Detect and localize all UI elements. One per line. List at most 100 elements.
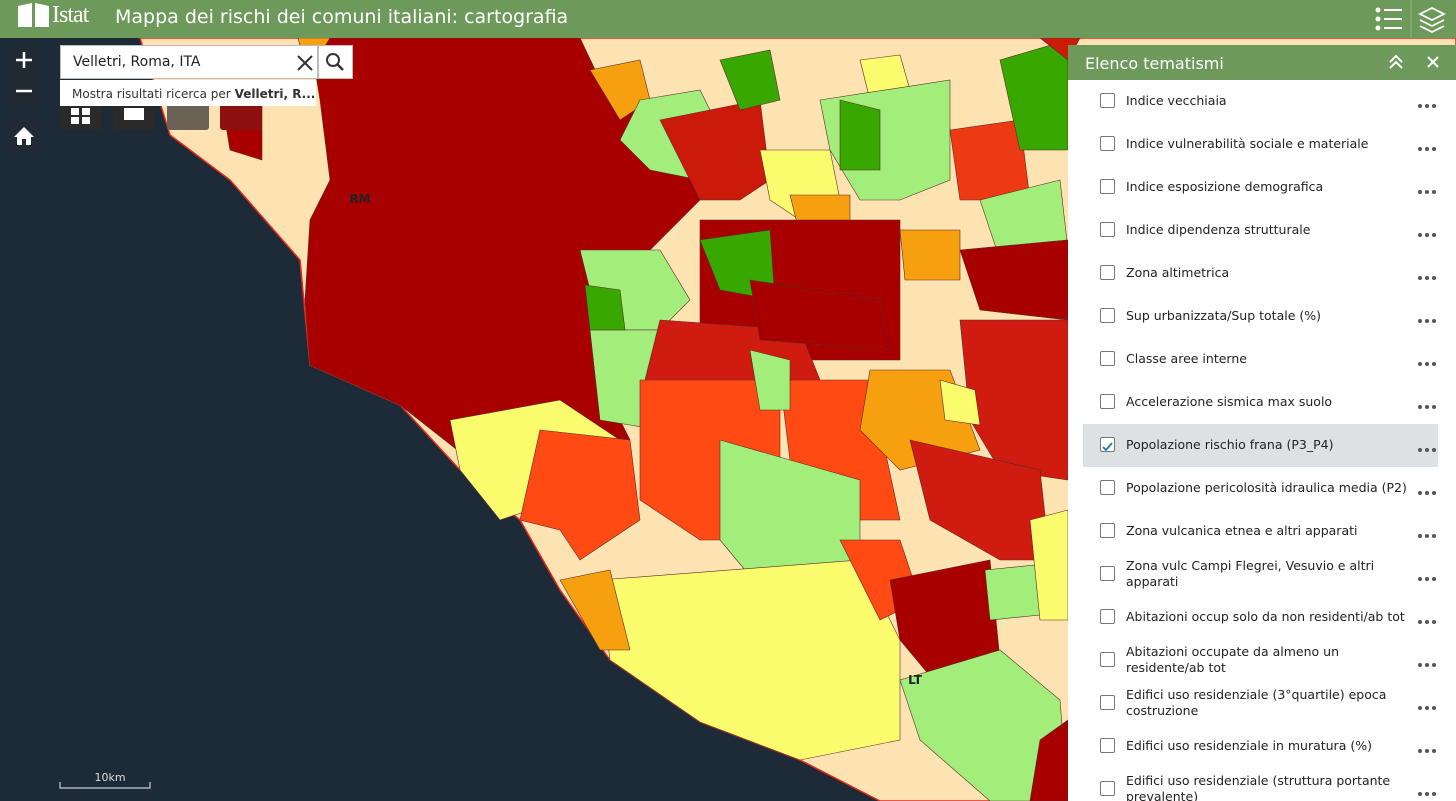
- list-button[interactable]: [1375, 7, 1403, 31]
- more-button[interactable]: [1417, 188, 1439, 196]
- more-button[interactable]: [1417, 317, 1439, 325]
- municipality[interactable]: [1029, 719, 1069, 801]
- close-button[interactable]: [1427, 56, 1439, 68]
- app-header: Istat Mappa dei rischi dei comuni italia…: [0, 0, 1456, 38]
- layer-label: Indice dipendenza strutturale: [1126, 222, 1311, 237]
- layer-item[interactable]: Accelerazione sismica max suolo: [1083, 381, 1438, 424]
- layer-item[interactable]: Zona vulcanica etnea e altri apparati: [1083, 510, 1438, 553]
- layer-label: Edifici uso residenziale in muratura (%): [1126, 738, 1372, 753]
- checkbox[interactable]: [1100, 307, 1115, 323]
- more-button[interactable]: [1417, 575, 1439, 583]
- more-button[interactable]: [1417, 145, 1439, 153]
- more-button[interactable]: [1417, 360, 1439, 368]
- collapse-button[interactable]: [1389, 54, 1403, 69]
- municipality[interactable]: [909, 439, 1051, 561]
- layer-item[interactable]: Zona vulc Campi Flegrei, Vesuvio e altri…: [1083, 553, 1438, 596]
- panel-header: Elenco tematismi: [1068, 45, 1456, 80]
- checkbox[interactable]: [1100, 178, 1115, 194]
- clear-button[interactable]: [295, 53, 315, 73]
- search-icon: [326, 53, 344, 71]
- layer-label: Accelerazione sismica max suolo: [1126, 394, 1333, 409]
- header-tools: [1375, 0, 1447, 38]
- checkbox[interactable]: [1100, 737, 1115, 753]
- municipality[interactable]: [599, 559, 901, 761]
- checkbox[interactable]: [1100, 436, 1115, 452]
- layers-button[interactable]: [1417, 6, 1447, 34]
- layer-label: Zona vulcanica etnea e altri apparati: [1126, 523, 1358, 538]
- municipality[interactable]: [719, 49, 781, 111]
- layer-item[interactable]: Indice vulnerabilità sociale e materiale: [1083, 123, 1438, 166]
- checkbox[interactable]: [1100, 135, 1115, 151]
- more-button[interactable]: [1417, 489, 1439, 497]
- app-title: Mappa dei rischi dei comuni italiani: ca…: [115, 6, 569, 28]
- home-button[interactable]: [8, 120, 40, 152]
- checkbox[interactable]: [1100, 264, 1115, 280]
- layer-item[interactable]: Popolazione rischio frana (P3_P4): [1083, 423, 1439, 467]
- checkbox[interactable]: [1100, 565, 1115, 581]
- checkbox[interactable]: [1100, 92, 1115, 108]
- municipality[interactable]: [939, 379, 981, 426]
- municipality[interactable]: [584, 284, 626, 331]
- layer-label: Popolazione pericolosità idraulica media…: [1126, 480, 1407, 495]
- scale-bar: [59, 782, 151, 789]
- more-button[interactable]: [1417, 747, 1439, 755]
- checkbox[interactable]: [1100, 221, 1115, 237]
- search-query: Velletri, Roma, ITA: [73, 54, 201, 70]
- zoom-controls: [8, 44, 40, 152]
- checkmark: [1102, 441, 1113, 451]
- municipality[interactable]: [749, 349, 791, 411]
- more-button[interactable]: [1417, 704, 1439, 712]
- layer-label: Indice esposizione demografica: [1126, 179, 1324, 194]
- map-label: LT: [908, 673, 923, 687]
- search-suggestion[interactable]: Mostra risultati ricerca per Velletri, R…: [60, 80, 316, 106]
- checkbox[interactable]: [1100, 651, 1115, 667]
- municipality[interactable]: [899, 229, 961, 281]
- checkbox[interactable]: [1100, 393, 1115, 409]
- layer-item[interactable]: Abitazioni occup solo da non residenti/a…: [1083, 596, 1438, 639]
- checkbox[interactable]: [1100, 522, 1115, 538]
- more-button[interactable]: [1417, 274, 1439, 282]
- layer-label: Indice vecchiaia: [1126, 93, 1227, 108]
- layer-item[interactable]: Classe aree interne: [1083, 338, 1438, 381]
- layer-item[interactable]: Popolazione pericolosità idraulica media…: [1083, 467, 1438, 510]
- more-button[interactable]: [1417, 403, 1439, 411]
- layer-item[interactable]: Edifici uso residenziale (3°quartile) ep…: [1083, 682, 1438, 725]
- zoom-in[interactable]: [16, 52, 32, 68]
- layer-item[interactable]: Edifici uso residenziale in muratura (%): [1083, 725, 1438, 768]
- layer-item[interactable]: Indice esposizione demografica: [1083, 166, 1438, 209]
- municipality[interactable]: [559, 569, 631, 651]
- more-button[interactable]: [1417, 661, 1439, 669]
- more-button[interactable]: [1417, 532, 1439, 540]
- layer-item[interactable]: Zona altimetrica: [1083, 252, 1438, 295]
- municipality[interactable]: [899, 649, 1069, 801]
- municipality[interactable]: [839, 99, 881, 171]
- layer-label: Sup urbanizzata/Sup totale (%): [1126, 308, 1322, 323]
- more-button[interactable]: [1417, 102, 1439, 110]
- scale-label: 10km: [94, 771, 125, 784]
- more-button[interactable]: [1417, 618, 1439, 626]
- layer-item[interactable]: Edifici uso residenziale (struttura port…: [1083, 768, 1438, 801]
- municipality[interactable]: [519, 429, 641, 561]
- checkbox[interactable]: [1100, 694, 1115, 710]
- more-button[interactable]: [1417, 790, 1439, 798]
- layer-label: Zona altimetrica: [1126, 265, 1230, 280]
- layer-item[interactable]: Indice vecchiaia: [1083, 80, 1438, 123]
- checkbox[interactable]: [1100, 350, 1115, 366]
- search-button[interactable]: [318, 45, 353, 79]
- search-box[interactable]: Velletri, Roma, ITA: [60, 45, 318, 79]
- checkbox[interactable]: [1100, 780, 1115, 796]
- layer-item[interactable]: Indice dipendenza strutturale: [1083, 209, 1438, 252]
- checkbox[interactable]: [1100, 608, 1115, 624]
- checkbox[interactable]: [1100, 479, 1115, 495]
- more-button[interactable]: [1417, 446, 1439, 454]
- municipality[interactable]: [749, 279, 891, 351]
- layer-item[interactable]: Abitazioni occupate da almeno un residen…: [1083, 639, 1438, 682]
- layer-label: Classe aree interne: [1126, 351, 1247, 366]
- municipality[interactable]: [984, 564, 1041, 621]
- layer-label: Abitazioni occup solo da non residenti/a…: [1126, 609, 1405, 624]
- layer-panel: Elenco tematismi Indice vecchiaia Indice …: [1068, 45, 1456, 801]
- more-button[interactable]: [1417, 231, 1439, 239]
- layer-label: Edifici uso residenziale (3°quartile) ep…: [1126, 687, 1387, 718]
- layer-item[interactable]: Sup urbanizzata/Sup totale (%): [1083, 295, 1438, 338]
